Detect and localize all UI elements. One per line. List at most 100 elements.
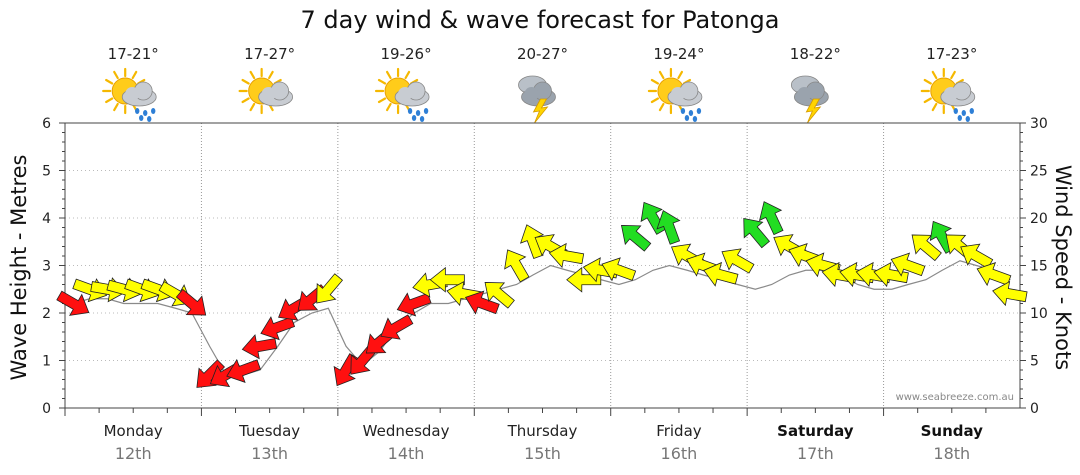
rain-drop [965,116,970,122]
sun-cloud-icon [238,67,294,115]
sun-ray [931,102,938,112]
rain-drop [151,108,156,114]
sun-cloud-rain-icon [920,67,976,122]
right-axis-ticks: 0 5 10 15 20 25 30 [1020,116,1048,417]
day-date-label: 13th [251,444,288,463]
day-name-label: Wednesday [363,422,450,440]
temperature-label: 19-26° [381,45,432,63]
day-date-label: 15th [524,444,561,463]
day-name-label: Tuesday [238,422,300,440]
sun-ray [650,97,660,104]
wind-arrow [548,242,585,269]
right-tick-label: 10 [1030,306,1048,322]
wind-arrow [656,209,681,245]
sun-ray [377,97,387,104]
wind-arrow [992,280,1028,307]
wind-arrow [56,290,90,316]
left-tick-label: 6 [42,116,51,132]
wind-arrow [429,266,465,293]
day-name-label: Sunday [921,422,984,440]
rain-drop [969,108,974,114]
temperature-label: 18-22° [790,45,841,63]
wind-arrow [601,257,637,282]
cloud-top-left [797,87,812,101]
lightning-bolt [532,98,549,124]
cloud-top-left [943,87,958,101]
wind-arrow [380,314,414,340]
wind-arrow [890,252,926,277]
day-name-label: Monday [104,422,163,440]
rain-drop [680,108,686,114]
sun-ray [923,78,932,85]
temperature-label: 17-27° [244,45,295,63]
chart-title: 7 day wind & wave forecast for Patonga [301,6,780,34]
sun-ray [105,97,114,104]
sun-ray [113,102,119,112]
day-date-label: 18th [933,444,970,463]
day-date-label: 16th [661,444,698,463]
rain-drop [961,110,966,116]
day-name-label: Friday [656,422,702,440]
temperature-label: 19-24° [653,45,704,63]
left-axis-ticks: 0 1 2 3 4 5 6 [42,116,65,417]
temperature-label: 17-23° [926,45,977,63]
sun-ray [268,70,274,80]
cloud-storm-icon [518,75,556,124]
wind-arrow [960,243,994,269]
weather-icons [102,67,976,124]
rain-drop [135,108,140,114]
sun-cloud-rain-icon [647,67,703,122]
wind-arrow [721,248,755,274]
sun-cloud-rain-icon [102,67,157,122]
wind-arrow [911,234,942,262]
wind-arrow [226,358,261,383]
rain-drop [684,115,690,121]
day-date-label: 12th [115,444,152,463]
rain-drop [139,115,144,121]
left-tick-label: 3 [42,259,51,275]
wind-arrow [873,261,909,288]
right-tick-label: 30 [1030,116,1048,132]
sun-ray [385,70,392,80]
wind-arrow [175,288,207,316]
sun-ray [404,70,411,80]
temperature-labels: 17-21° 17-27° 19-26° 20-27° 19-24° 18-22° 17-2… [108,45,978,63]
wind-arrow [976,262,1012,287]
sun-ray [650,78,660,85]
left-tick-label: 2 [42,306,51,322]
sun-ray [377,78,387,85]
right-tick-label: 20 [1030,211,1048,227]
right-tick-label: 5 [1030,354,1039,370]
right-axis-title: Wind Speed - Knots [1051,165,1075,370]
rain-drop [692,116,698,122]
left-tick-label: 1 [42,354,51,370]
day-date-label: 17th [797,444,834,463]
sun-ray [241,78,250,85]
day-axis-labels: Monday 12th Tuesday 13th Wednesday 14th Thursd… [64,408,987,463]
wind-arrow [464,290,500,315]
rain-drop [147,116,152,122]
gridlines [65,123,1020,408]
wind-arrow [241,334,278,360]
temperature-label: 20-27° [517,45,568,63]
sun-ray [923,97,932,104]
sun-ray [658,70,665,80]
cloud-storm-icon [790,75,829,124]
watermark: www.seabreeze.com.au [896,392,1014,403]
rain-drop [688,110,694,116]
sun-ray [249,102,256,112]
right-tick-label: 0 [1030,401,1039,417]
sun-ray [241,97,250,104]
wind-arrow [316,273,343,304]
sun-ray [249,70,256,80]
rain-drop [696,108,702,114]
temperature-label: 17-21° [108,45,159,63]
sun-ray [677,70,684,80]
sun-ray [385,102,392,112]
wind-arrow-series [56,201,1028,388]
rain-drop [407,108,413,114]
sun-ray [113,70,119,80]
right-tick-label: 15 [1030,259,1048,275]
cloud-top-left [670,87,685,101]
